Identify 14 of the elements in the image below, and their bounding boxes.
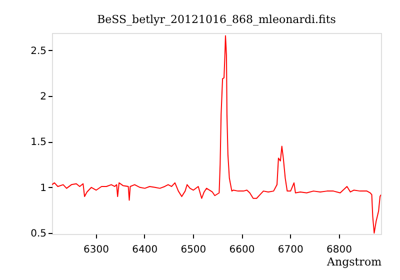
x-axis-title: Angstrom bbox=[326, 256, 382, 268]
line-series bbox=[52, 35, 381, 234]
y-tick-label: 2 bbox=[40, 92, 46, 103]
x-tick-label: 6800 bbox=[326, 244, 352, 256]
chart-title: BeSS_betlyr_20121016_868_mleonardi.fits bbox=[97, 13, 336, 26]
x-tick-label: 6700 bbox=[278, 244, 304, 256]
y-tick-label: 2.5 bbox=[30, 46, 46, 57]
y-tick-label: 1.5 bbox=[30, 137, 46, 148]
x-tick-label: 6400 bbox=[132, 244, 158, 256]
y-tick-label: 0.5 bbox=[30, 228, 46, 240]
x-tick-label: 6300 bbox=[84, 244, 109, 256]
x-tick-label: 6600 bbox=[229, 244, 255, 256]
y-tick-label: 1 bbox=[40, 182, 46, 194]
x-tick-label: 6500 bbox=[180, 244, 206, 256]
